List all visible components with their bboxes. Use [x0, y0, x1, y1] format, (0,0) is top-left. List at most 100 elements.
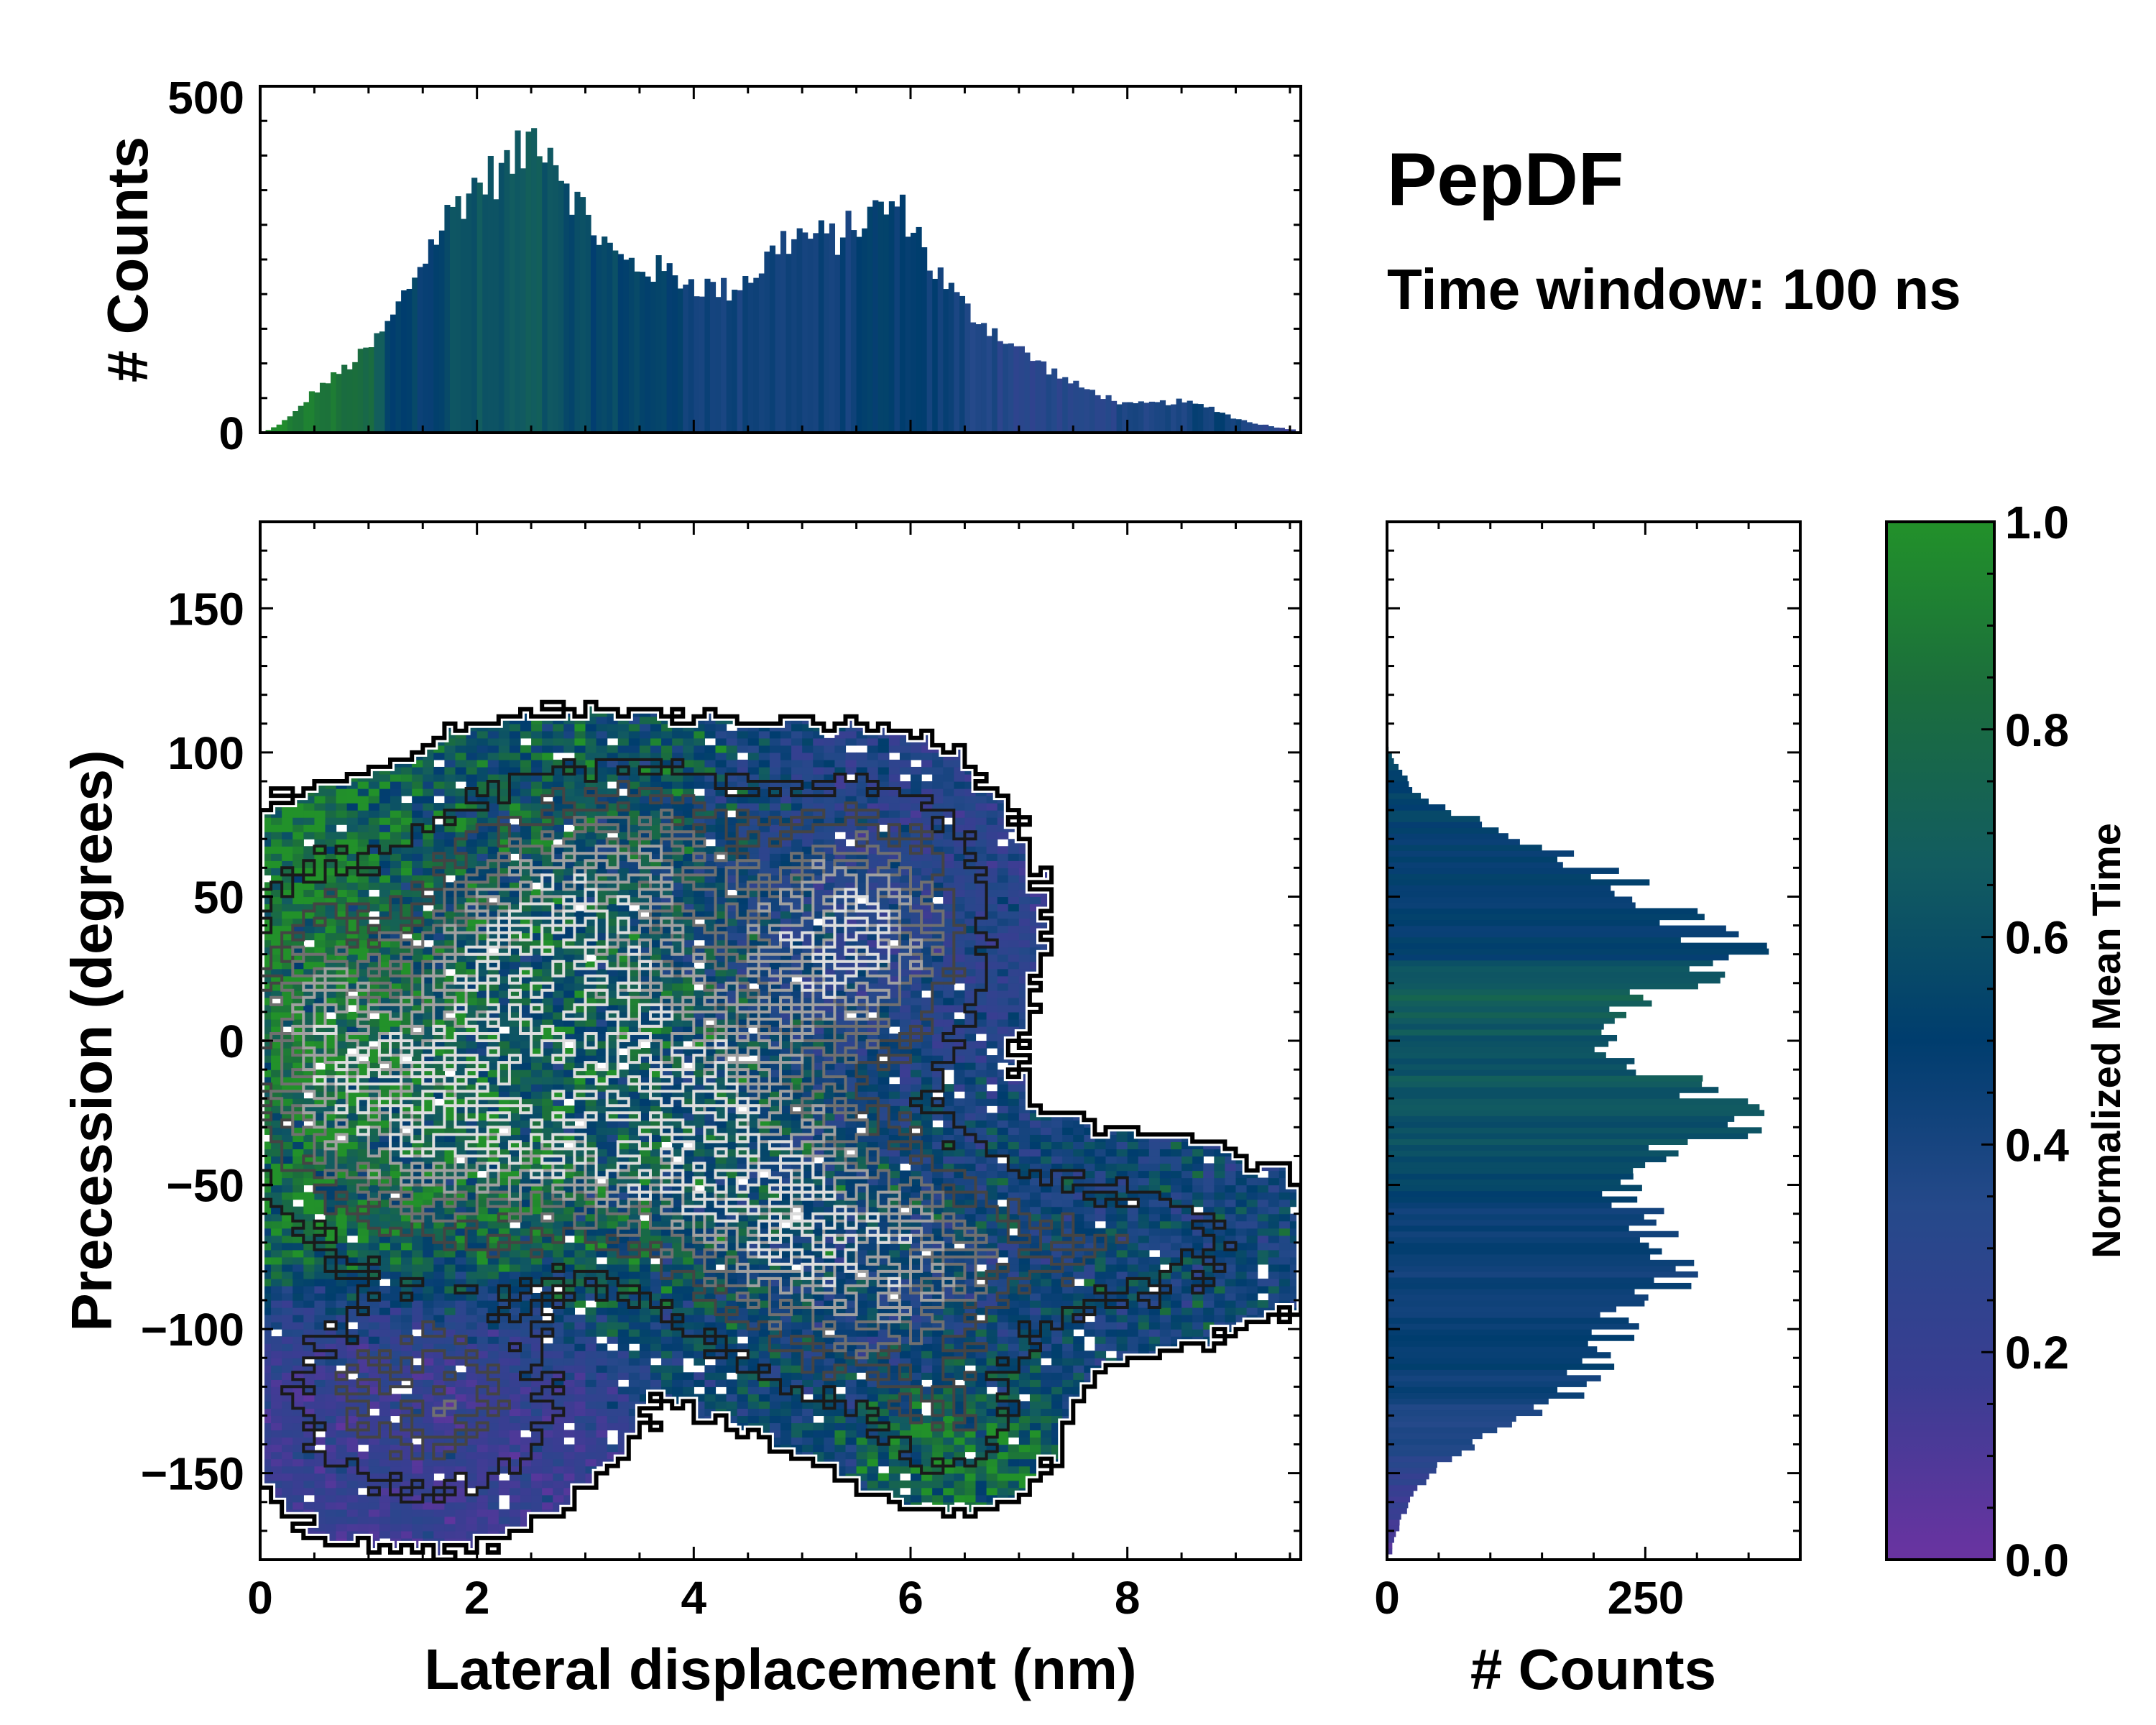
- heatmap-cell: [271, 918, 282, 926]
- heatmap-cell: [628, 997, 640, 1006]
- heatmap-cell: [661, 918, 673, 926]
- heatmap-cell: [346, 1077, 359, 1085]
- heatmap-cell: [455, 1408, 467, 1417]
- heatmap-cell: [531, 1365, 543, 1373]
- heatmap-cell: [747, 1077, 760, 1085]
- heatmap-cell: [282, 824, 293, 832]
- heatmap-cell: [476, 1235, 489, 1243]
- heatmap-cell: [368, 1228, 380, 1236]
- heatmap-cell: [715, 925, 727, 934]
- heatmap-cell: [303, 1113, 315, 1121]
- heatmap-cell: [455, 1394, 467, 1402]
- heatmap-cell: [455, 1149, 467, 1157]
- heatmap-cell: [704, 723, 717, 732]
- heatmap-cell: [476, 1091, 489, 1099]
- heatmap-cell: [498, 1408, 510, 1417]
- heatmap-cell: [368, 1292, 380, 1301]
- heatmap-cell: [585, 1192, 597, 1200]
- heatmap-cell: [553, 737, 564, 746]
- heatmap-cell: [694, 752, 706, 760]
- heatmap-cell: [563, 773, 576, 782]
- heatmap-cell: [574, 1134, 586, 1142]
- top-histogram-bar: [932, 278, 939, 433]
- heatmap-cell: [520, 1026, 532, 1034]
- heatmap-cell: [747, 1004, 760, 1013]
- heatmap-cell: [737, 824, 749, 832]
- heatmap-cell: [715, 1070, 727, 1077]
- heatmap-cell: [553, 1127, 564, 1135]
- heatmap-cell: [487, 932, 499, 941]
- heatmap-cell: [379, 882, 391, 891]
- heatmap-cell: [650, 817, 662, 825]
- heatmap-cell: [726, 1271, 738, 1279]
- heatmap-cell: [271, 1011, 282, 1020]
- heatmap-cell: [466, 1307, 478, 1315]
- heatmap-cell: [531, 1494, 543, 1503]
- heatmap-cell: [585, 889, 597, 898]
- heatmap-cell: [444, 911, 456, 919]
- heatmap-cell: [683, 1228, 694, 1236]
- heatmap-cell: [737, 1170, 749, 1179]
- heatmap-cell: [509, 1329, 521, 1337]
- heatmap-cell: [607, 939, 619, 948]
- heatmap-cell: [357, 1394, 369, 1402]
- heatmap-cell: [726, 1041, 738, 1049]
- heatmap-cell: [704, 781, 717, 789]
- heatmap-cell: [574, 1401, 586, 1409]
- heatmap-cell: [628, 752, 640, 760]
- heatmap-cell: [694, 1105, 706, 1113]
- top-histogram-bar: [341, 364, 348, 433]
- heatmap-cell: [683, 903, 694, 912]
- heatmap-cell: [336, 968, 348, 977]
- heatmap-cell: [585, 1422, 597, 1431]
- heatmap-cell: [336, 1343, 348, 1351]
- heatmap-cell: [607, 745, 619, 753]
- heatmap-cell: [596, 1156, 608, 1164]
- heatmap-cell: [596, 1451, 608, 1460]
- heatmap-cell: [303, 1430, 315, 1438]
- heatmap-cell: [379, 1422, 391, 1431]
- heatmap-cell: [390, 903, 402, 912]
- heatmap-cell: [726, 939, 738, 948]
- heatmap-cell: [585, 1033, 597, 1041]
- heatmap-cell: [737, 1199, 749, 1208]
- heatmap-cell: [498, 752, 510, 760]
- heatmap-cell: [607, 1372, 619, 1380]
- heatmap-cell: [476, 1199, 489, 1208]
- top-histogram-bar: [520, 168, 527, 433]
- heatmap-cell: [444, 1372, 456, 1380]
- heatmap-cell: [661, 1055, 673, 1063]
- heatmap-cell: [390, 1343, 402, 1351]
- heatmap-cell: [672, 990, 683, 998]
- heatmap-cell: [314, 1437, 326, 1445]
- heatmap-cell: [553, 875, 564, 883]
- heatmap-cell: [683, 766, 694, 775]
- heatmap-cell: [282, 1127, 293, 1135]
- heatmap-cell: [336, 817, 348, 825]
- heatmap-cell: [466, 1466, 478, 1474]
- heatmap-cell: [747, 1285, 760, 1294]
- heatmap-cell: [563, 1379, 576, 1387]
- heatmap-cell: [260, 1343, 272, 1351]
- heatmap-cell: [585, 1307, 597, 1315]
- heatmap-cell: [466, 903, 478, 912]
- heatmap-cell: [607, 824, 619, 832]
- heatmap-cell: [498, 1415, 510, 1424]
- heatmap-cell: [455, 875, 467, 883]
- heatmap-cell: [704, 1113, 717, 1121]
- heatmap-cell: [661, 752, 673, 760]
- heatmap-cell: [607, 1004, 619, 1013]
- heatmap-cell: [650, 882, 662, 891]
- heatmap-cell: [282, 1379, 293, 1387]
- heatmap-cell: [553, 1372, 564, 1380]
- heatmap-cell: [574, 846, 586, 854]
- heatmap-cell: [325, 1437, 337, 1445]
- heatmap-cell: [260, 1163, 272, 1172]
- heatmap-cell: [379, 1444, 391, 1453]
- heatmap-cell: [423, 1473, 434, 1481]
- heatmap-cell: [574, 1315, 586, 1322]
- heatmap-cell: [661, 1062, 673, 1070]
- heatmap-cell: [379, 1070, 391, 1077]
- heatmap-cell: [553, 1386, 564, 1394]
- heatmap-cell: [726, 868, 738, 875]
